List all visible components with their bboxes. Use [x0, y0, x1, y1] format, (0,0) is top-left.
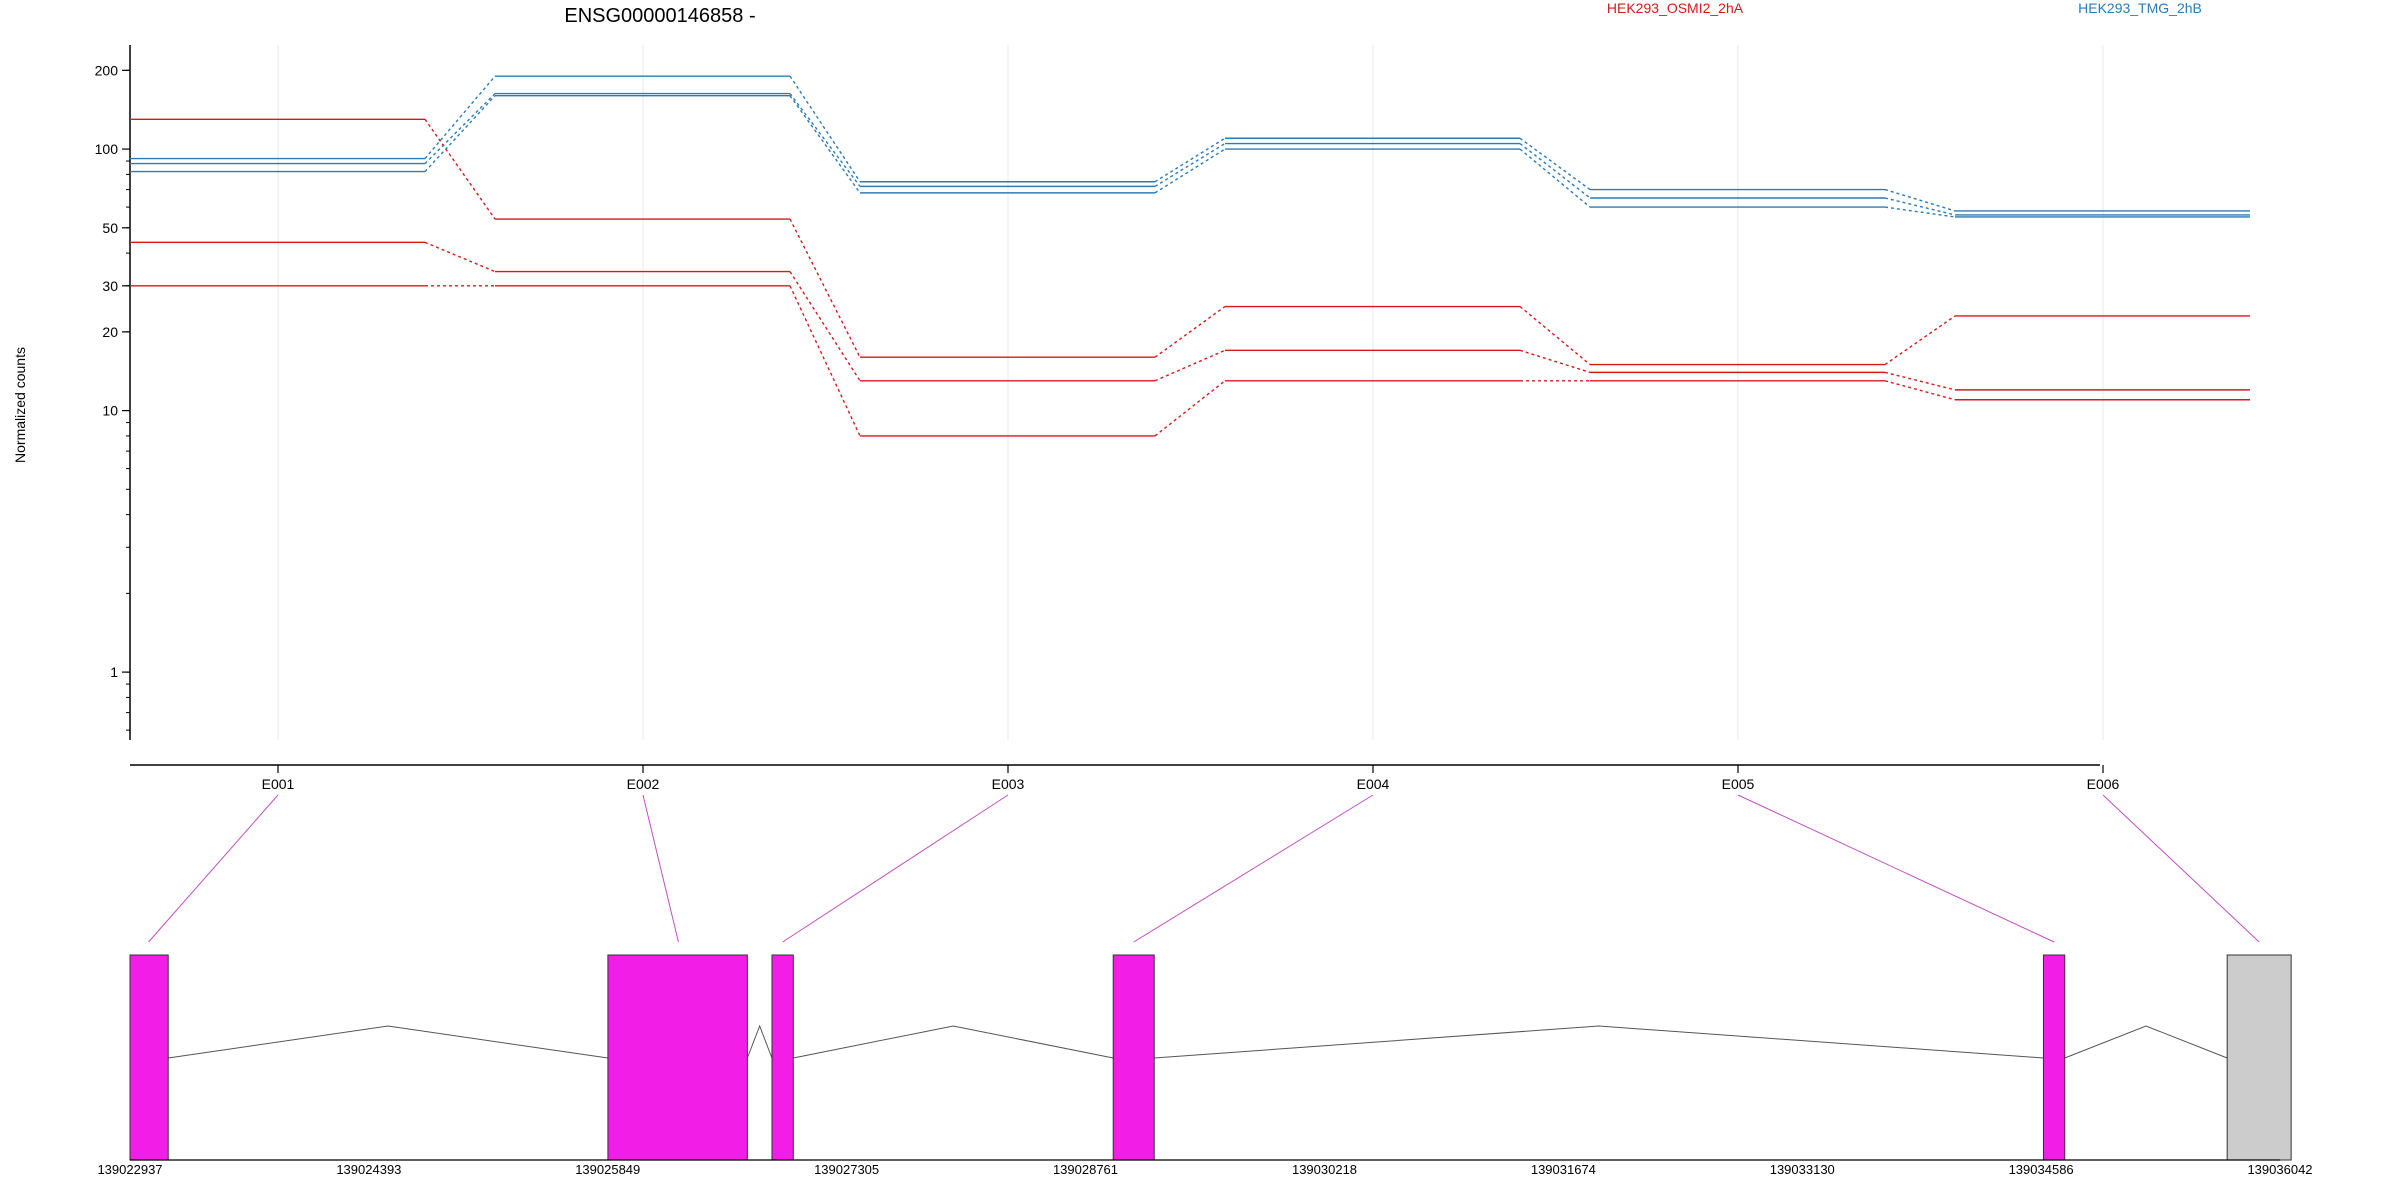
- series-connector: [789, 75, 861, 183]
- legend-entry: HEK293_OSMI2_2hA: [1607, 0, 1744, 16]
- intron: [746, 1024, 773, 1059]
- series-connector: [424, 93, 496, 165]
- coordinate-tick-label: 139024393: [336, 1162, 401, 1177]
- series-2: [130, 241, 2250, 391]
- series-connector: [1154, 305, 1226, 358]
- x-tick-label: E005: [1722, 776, 1755, 792]
- series-connector: [1154, 349, 1226, 382]
- series-connector: [1519, 305, 1591, 366]
- series-connector: [1519, 142, 1591, 199]
- coordinate-tick-label: 139034586: [2009, 1162, 2074, 1177]
- y-tick-label: 10: [102, 403, 118, 419]
- legend: HEK293_OSMI2_2hA HEK293_TMG_2hB: [1607, 0, 2202, 16]
- series-connector: [1884, 197, 1956, 216]
- exon-block: [1112, 954, 1155, 1161]
- series-6: [130, 94, 2250, 218]
- y-tick-label: 1: [110, 664, 118, 680]
- y-axis: 1 10 20 30 50 100 200: [95, 45, 131, 740]
- coordinate-tick-label: 139036042: [2247, 1162, 2312, 1177]
- grid: [277, 45, 2104, 740]
- series-connector: [789, 95, 861, 194]
- y-tick-label: 200: [95, 62, 119, 78]
- exon-connector: [148, 794, 279, 943]
- x-tick-label: E002: [627, 776, 660, 792]
- series-connector: [1154, 148, 1226, 194]
- series-connector: [1519, 148, 1591, 208]
- series-5: [130, 92, 2250, 216]
- series-connector: [789, 218, 861, 358]
- series-connector: [424, 118, 496, 220]
- x-axis: E001 E002 E003 E004 E005 E006: [130, 764, 2120, 792]
- series-connector: [789, 271, 861, 382]
- coordinate-tick-label: 139028761: [1053, 1162, 1118, 1177]
- series-1: [130, 118, 2250, 366]
- series-3: [130, 285, 2250, 437]
- series-connector: [1884, 380, 1956, 401]
- series-connector: [1884, 371, 1956, 391]
- coordinate-tick-label: 139027305: [814, 1162, 879, 1177]
- series-connector: [1519, 137, 1591, 191]
- y-tick-label: 100: [95, 141, 119, 157]
- series-connector: [1519, 349, 1591, 374]
- series-connector: [1154, 137, 1226, 183]
- y-axis-label: Normalized counts: [12, 347, 28, 463]
- exon-block: [771, 954, 794, 1161]
- coordinate-tick-label: 139025849: [575, 1162, 640, 1177]
- y-tick-label: 30: [102, 278, 118, 294]
- exon-block: [129, 954, 169, 1161]
- x-tick-label: E006: [2087, 776, 2120, 792]
- intron: [2064, 1025, 2228, 1059]
- coordinate-tick-label: 139030218: [1292, 1162, 1357, 1177]
- coordinate-tick-label: 139033130: [1770, 1162, 1835, 1177]
- intron: [168, 1025, 608, 1059]
- series-connector: [789, 285, 861, 437]
- coordinate-tick-label: 139022937: [97, 1162, 162, 1177]
- series-connector: [1154, 380, 1226, 437]
- series-4: [130, 75, 2250, 212]
- series-connector: [424, 75, 496, 159]
- exon-block: [2042, 954, 2066, 1161]
- exon-connector: [642, 794, 679, 943]
- series-connector: [1884, 188, 1956, 212]
- exon-block: [2226, 954, 2292, 1161]
- chart-title: ENSG00000146858 -: [564, 5, 755, 27]
- coordinate-tick-label: 139031674: [1531, 1162, 1596, 1177]
- x-tick-label: E001: [262, 776, 295, 792]
- x-tick-label: E003: [992, 776, 1025, 792]
- series-connector: [1154, 142, 1226, 187]
- exon-connector: [1737, 794, 2055, 943]
- series-layer: [130, 75, 2250, 437]
- series-connector: [1884, 315, 1956, 366]
- y-tick-label: 50: [102, 220, 118, 236]
- intron: [793, 1025, 1114, 1059]
- gene-model: 139022937 139024393 139025849 139027305 1390…: [97, 794, 2313, 1177]
- series-connector: [789, 93, 861, 187]
- exon-connector: [1133, 794, 1374, 943]
- series-connector: [424, 241, 496, 273]
- x-tick-label: E004: [1357, 776, 1390, 792]
- y-tick-label: 20: [102, 324, 118, 340]
- legend-entry: HEK293_TMG_2hB: [2078, 0, 2202, 16]
- exon-connector: [782, 794, 1009, 943]
- exon-block: [607, 954, 748, 1161]
- series-connector: [424, 95, 496, 173]
- intron: [1154, 1025, 2044, 1059]
- exon-connector: [2102, 794, 2260, 943]
